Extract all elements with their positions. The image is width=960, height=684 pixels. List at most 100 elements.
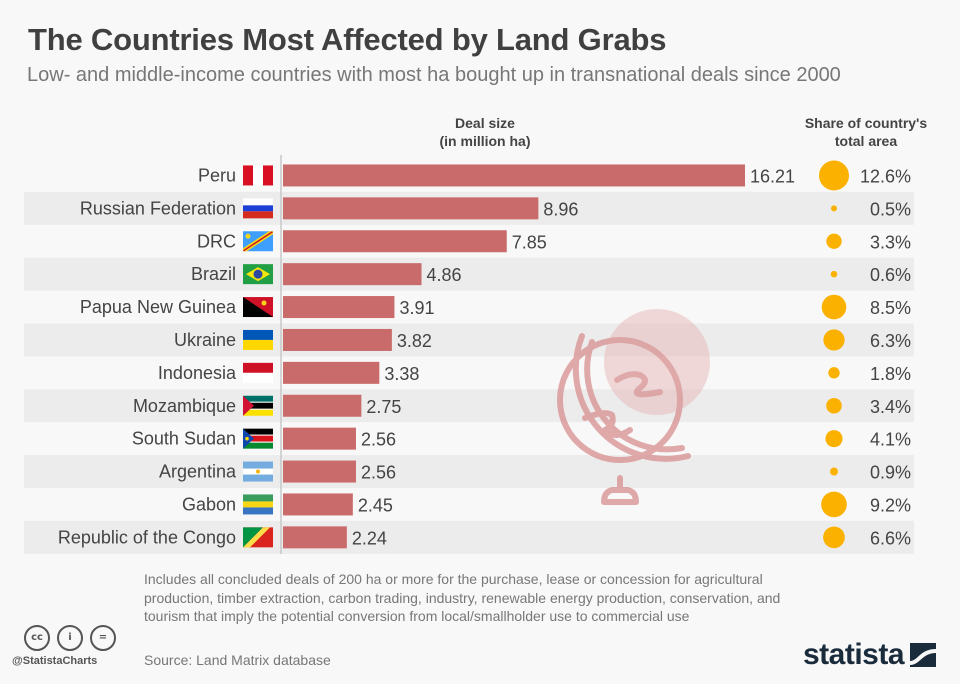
- share-label: 0.9%: [870, 463, 911, 483]
- watermark-circle: [604, 309, 710, 415]
- bar[interactable]: [283, 526, 347, 549]
- category-label: Gabon: [182, 494, 236, 514]
- bar[interactable]: [283, 427, 356, 450]
- value-label: 2.56: [361, 463, 396, 483]
- statista-logo[interactable]: statista: [803, 638, 937, 672]
- row-background: [24, 257, 914, 291]
- share-label: 1.8%: [870, 364, 911, 384]
- share-bubble[interactable]: [823, 526, 845, 549]
- bar[interactable]: [283, 328, 392, 351]
- value-label: 3.91: [399, 298, 434, 318]
- share-bubble[interactable]: [821, 294, 847, 320]
- footnote: Includes all concluded deals of 200 ha o…: [144, 571, 781, 624]
- no-derivatives-icon: =: [90, 625, 116, 651]
- value-label: 3.38: [384, 364, 419, 384]
- deal-size-header-line1: Deal size: [455, 115, 515, 131]
- deal-size-header: Deal size (in million ha): [410, 114, 560, 150]
- mozambique-flag-icon: [243, 395, 273, 416]
- value-label: 16.21: [750, 166, 795, 186]
- value-label: 2.75: [366, 397, 401, 417]
- share-bubble[interactable]: [819, 160, 849, 191]
- congo-flag-icon: [243, 527, 273, 548]
- value-label: 3.82: [397, 331, 432, 351]
- png-flag-icon: [243, 297, 273, 318]
- deal-size-header-line2: (in million ha): [439, 133, 531, 149]
- bar[interactable]: [283, 197, 539, 220]
- share-bubble[interactable]: [828, 367, 840, 379]
- statista-logo-icon: [910, 643, 937, 667]
- bars: [283, 164, 745, 549]
- bar[interactable]: [283, 493, 353, 516]
- share-bubbles: [819, 160, 849, 549]
- value-label: 8.96: [543, 199, 578, 219]
- category-label: Peru: [198, 165, 236, 185]
- share-label: 0.6%: [870, 265, 911, 285]
- value-label: 2.56: [361, 430, 396, 450]
- value-label: 7.85: [512, 232, 547, 252]
- statista-logo-text: statista: [803, 638, 905, 671]
- share-bubble[interactable]: [826, 397, 842, 414]
- value-labels: 16.21 8.96 7.85 4.86 3.91 3.82 3.38 2.75 2.56 2.5…: [352, 166, 795, 548]
- bar[interactable]: [283, 460, 356, 483]
- share-bubble[interactable]: [829, 467, 839, 476]
- share-bubble[interactable]: [823, 329, 845, 351]
- license-icons: cc i =: [24, 625, 116, 651]
- chart-title: The Countries Most Affected by Land Grab…: [28, 22, 667, 57]
- category-label: Indonesia: [158, 363, 237, 383]
- row-background: [24, 323, 914, 357]
- share-bubble[interactable]: [821, 491, 847, 518]
- value-label: 2.45: [358, 495, 393, 515]
- indonesia-flag-icon: [243, 362, 273, 383]
- bar[interactable]: [283, 296, 395, 319]
- category-label: DRC: [197, 231, 236, 251]
- category-label: Ukraine: [174, 330, 236, 350]
- row-background: [24, 389, 914, 423]
- category-label: Papua New Guinea: [80, 297, 237, 317]
- share-label: 3.4%: [870, 397, 911, 417]
- globe-watermark-icon: [557, 309, 710, 505]
- share-bubble[interactable]: [825, 430, 843, 448]
- chart-subtitle: Low- and middle-income countries with mo…: [27, 64, 841, 86]
- share-header-line2: total area: [834, 133, 898, 149]
- bar[interactable]: [283, 361, 380, 384]
- source[interactable]: Source: Land Matrix database: [144, 652, 331, 668]
- twitter-handle[interactable]: @StatistaCharts: [12, 655, 98, 667]
- share-label: 8.5%: [870, 298, 911, 318]
- russia-flag-icon: [243, 198, 273, 219]
- category-label: Russian Federation: [80, 198, 236, 218]
- south-sudan-flag-icon: [243, 428, 273, 449]
- bar[interactable]: [283, 394, 362, 417]
- share-header: Share of country's total area: [786, 114, 946, 150]
- bar[interactable]: [283, 164, 745, 187]
- bar[interactable]: [283, 263, 422, 286]
- category-labels: Peru Russian Federation DRC Brazil Papua New…: [58, 165, 237, 547]
- cc-icon: cc: [24, 625, 50, 651]
- row-background: [24, 455, 914, 488]
- category-label: Argentina: [159, 462, 237, 482]
- share-header-line1: Share of country's: [804, 115, 928, 131]
- share-bubble[interactable]: [831, 205, 837, 212]
- attribution-icon: i: [57, 625, 83, 651]
- share-label: 4.1%: [870, 430, 911, 450]
- share-label: 12.6%: [860, 166, 911, 186]
- drc-flag-icon: [243, 231, 273, 252]
- bar[interactable]: [283, 230, 507, 253]
- category-label: Brazil: [191, 264, 236, 284]
- argentina-flag-icon: [243, 461, 273, 482]
- share-label: 0.5%: [870, 199, 911, 219]
- share-label: 9.2%: [870, 495, 911, 515]
- share-bubble[interactable]: [830, 270, 838, 278]
- value-label: 2.24: [352, 528, 387, 548]
- brazil-flag-icon: [243, 264, 273, 285]
- share-label: 6.3%: [870, 331, 911, 351]
- share-labels: 12.6% 0.5% 3.3% 0.6% 8.5% 6.3% 1.8% 3.4% 4.1% 0.9…: [860, 166, 911, 548]
- share-label: 6.6%: [870, 528, 911, 548]
- flags: [243, 165, 273, 548]
- category-label: Republic of the Congo: [58, 527, 236, 547]
- peru-flag-icon: [243, 165, 273, 186]
- ukraine-flag-icon: [243, 329, 273, 350]
- share-bubble[interactable]: [826, 233, 842, 249]
- value-label: 4.86: [427, 265, 462, 285]
- share-label: 3.3%: [870, 232, 911, 252]
